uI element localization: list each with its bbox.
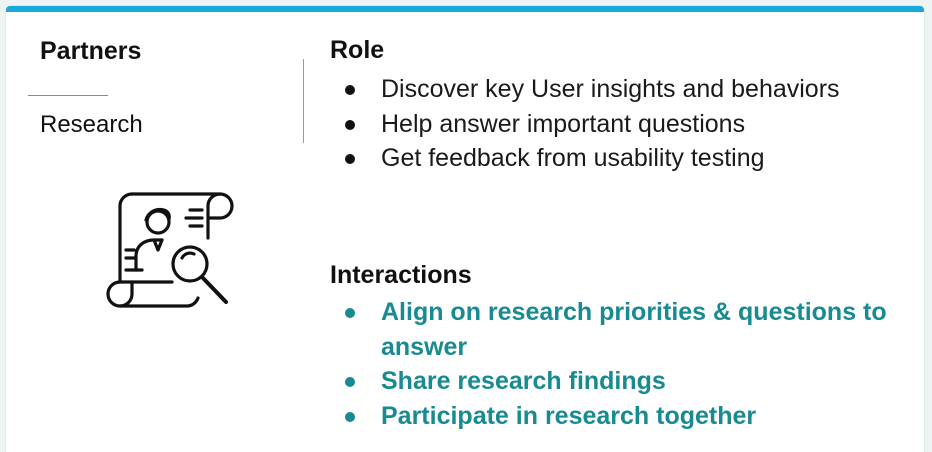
role-item-text: Help answer important questions bbox=[381, 109, 746, 138]
bullet-icon bbox=[345, 154, 355, 164]
role-item-text: Get feedback from usability testing bbox=[381, 144, 765, 172]
interactions-list: Align on research priorities & questions… bbox=[330, 295, 900, 433]
role-item-text: Discover key User insights and behaviors bbox=[381, 75, 840, 103]
role-list: Discover key User insights and behaviors… bbox=[330, 72, 900, 176]
bullet-icon bbox=[345, 119, 355, 130]
role-heading: Role bbox=[330, 36, 385, 64]
interaction-item-text: Participate in research together bbox=[381, 401, 757, 430]
interactions-heading: Interactions bbox=[330, 261, 472, 289]
interaction-item-text: Share research findings bbox=[381, 367, 666, 395]
bullet-icon bbox=[345, 85, 355, 95]
list-item: Share research findings bbox=[330, 364, 900, 399]
list-item: Align on research priorities & questions… bbox=[330, 295, 900, 364]
slide-card: Partners Research bbox=[6, 6, 924, 452]
bullet-icon bbox=[345, 308, 355, 318]
list-item: Discover key User insights and behaviors bbox=[330, 72, 900, 107]
bullet-icon bbox=[345, 377, 355, 387]
list-item: Help answer important questions bbox=[330, 107, 900, 142]
partners-heading: Partners bbox=[40, 37, 142, 65]
bullet-icon bbox=[345, 411, 355, 422]
interaction-item-text: Align on research priorities & questions… bbox=[381, 298, 887, 361]
column-divider bbox=[303, 59, 304, 143]
researcher-document-magnifier-icon bbox=[106, 192, 234, 308]
partner-name: Research bbox=[40, 111, 143, 138]
partners-divider bbox=[28, 95, 108, 96]
list-item: Participate in research together bbox=[330, 399, 900, 434]
partners-column: Partners Research bbox=[6, 12, 302, 312]
list-item: Get feedback from usability testing bbox=[330, 141, 900, 176]
